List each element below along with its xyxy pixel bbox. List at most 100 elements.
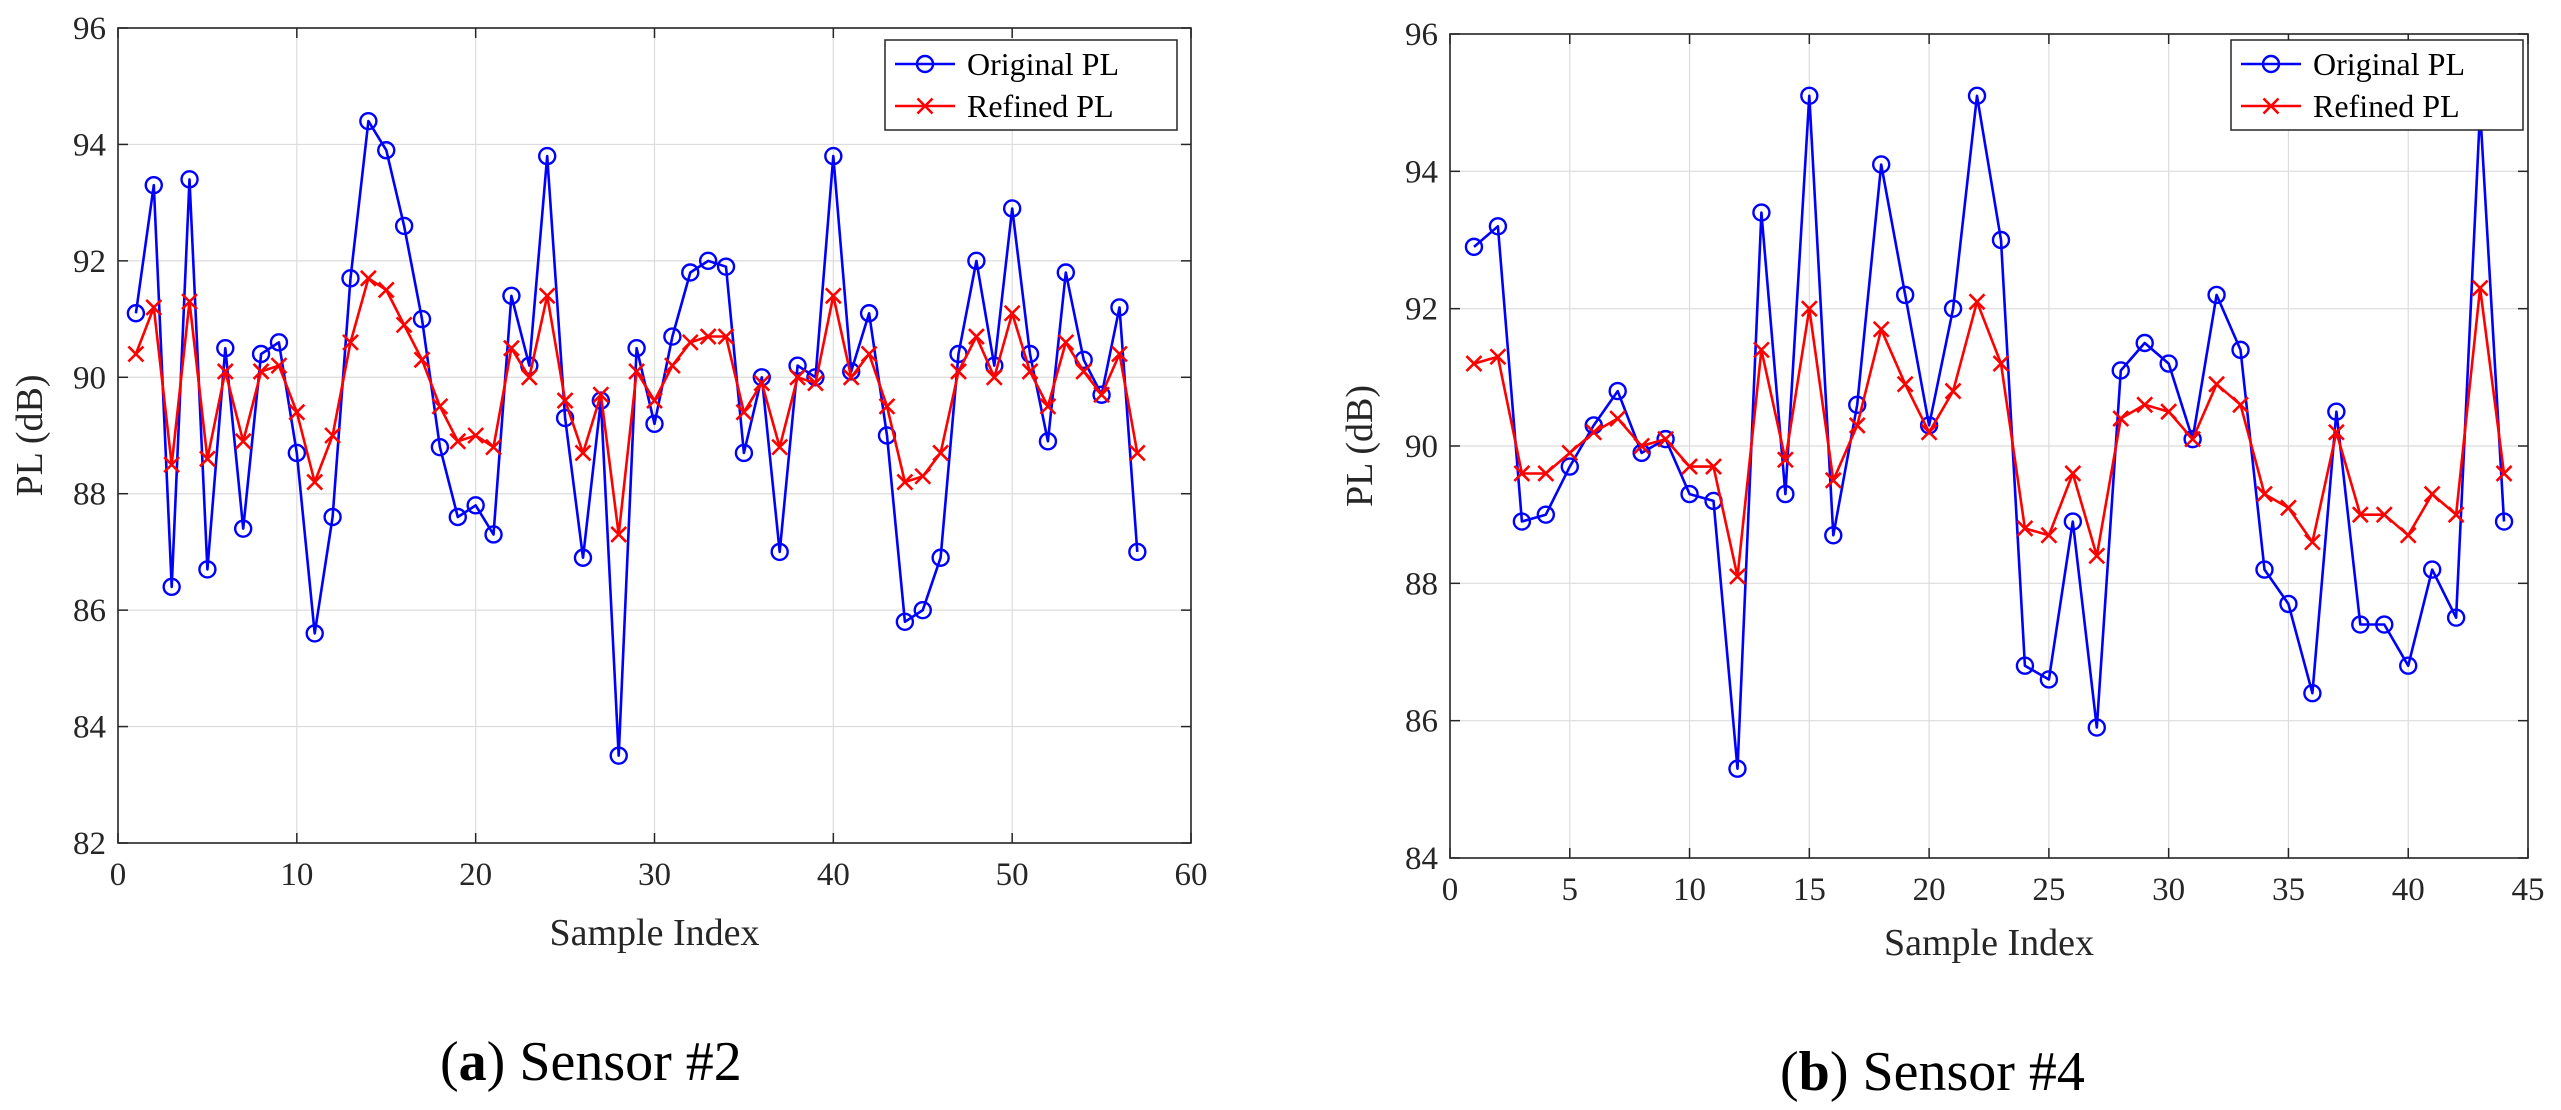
marker-stroke [2112,410,2130,427]
data-point [2207,285,2226,305]
x-tick-label: 30 [638,857,671,893]
marker-stroke [359,269,377,287]
marker-stroke [181,293,198,311]
marker-stroke [1561,444,1579,462]
data-point [2303,684,2322,703]
data-point [1681,458,1698,476]
data-point [251,344,271,364]
marker-stroke [1992,355,2010,373]
marker-stroke [1633,437,1651,455]
data-point [2112,410,2130,427]
legend-label-0: Original PL [2313,46,2465,82]
y-tick-label: 96 [1405,17,1438,53]
x-tick-label: 10 [280,857,313,893]
x-tick-label: 15 [1793,872,1826,908]
data-point [770,542,789,562]
data-point [395,316,413,334]
marker-stroke [824,287,842,305]
data-point [1776,484,1795,504]
x-tick-label: 60 [1175,857,1208,893]
data-point [1967,86,1987,106]
data-point [288,403,306,421]
data-point [1465,355,1483,373]
marker-stroke [288,403,306,421]
marker-stroke [2423,485,2441,503]
marker-stroke [2447,506,2465,524]
marker-stroke [2064,465,2082,482]
data-point [1944,382,1962,400]
data-point [1512,512,1532,531]
marker-stroke [896,473,914,491]
marker-stroke [216,363,234,380]
data-point [1075,363,1093,380]
marker-stroke [1609,410,1627,427]
data-point [2184,430,2202,448]
data-point [806,368,825,387]
data-point [824,287,842,305]
data-point [2039,670,2059,689]
x-tick-label: 50 [996,857,1029,893]
data-point [2351,615,2370,634]
marker-stroke [1920,423,1938,441]
data-point [1489,348,1507,366]
data-point [859,304,879,323]
marker-stroke [2040,526,2058,544]
data-point [1752,203,1771,222]
data-point [216,363,234,380]
data-point [1657,430,1675,448]
marker-stroke [1111,345,1128,363]
data-point [2351,506,2369,524]
data-point [1128,542,1147,562]
marker-stroke [1537,465,1555,482]
data-point [377,141,396,160]
marker-stroke [395,316,413,334]
data-point [1536,505,1556,524]
data-point [807,374,824,392]
data-point [610,526,628,543]
y-tick-label: 88 [73,477,106,513]
data-point [1656,429,1675,449]
data-point [1111,345,1128,363]
legend-label-1: Refined PL [2313,88,2460,124]
y-tick-label: 94 [1405,154,1438,190]
marker-stroke [2256,485,2273,503]
marker-stroke [2136,396,2154,414]
legend-label-0: Original PL [967,46,1119,82]
data-point [2087,718,2107,737]
data-point [2063,512,2083,531]
marker-stroke [377,281,395,299]
data-point [789,368,806,386]
data-point [198,450,216,468]
marker-stroke [2088,547,2106,565]
data-point [2399,656,2418,675]
data-point [323,507,342,527]
data-point [646,392,663,409]
marker-stroke [1039,397,1057,415]
data-point [913,600,932,620]
marker-stroke [914,467,932,485]
data-point [270,357,288,375]
marker-stroke [520,368,538,386]
data-point [180,170,199,189]
data-point [2446,608,2466,627]
data-point [359,111,378,131]
marker-stroke [1944,382,1962,400]
data-point [860,345,878,363]
marker-stroke [1003,304,1021,322]
y-tick-label: 92 [73,244,106,280]
y-tick-label: 94 [73,127,106,163]
data-point [341,269,360,288]
marker-stroke [771,438,789,456]
marker-stroke [145,299,163,316]
caption-b-text: Sensor #4 [1862,1041,2085,1103]
data-point [431,397,449,415]
data-point [181,293,198,311]
marker-stroke [127,345,145,363]
marker-stroke [556,392,574,409]
marker-stroke [646,392,663,409]
data-point [2375,615,2394,634]
axes-box [1449,33,2529,859]
data-point [1513,465,1531,482]
data-point [2231,340,2250,360]
